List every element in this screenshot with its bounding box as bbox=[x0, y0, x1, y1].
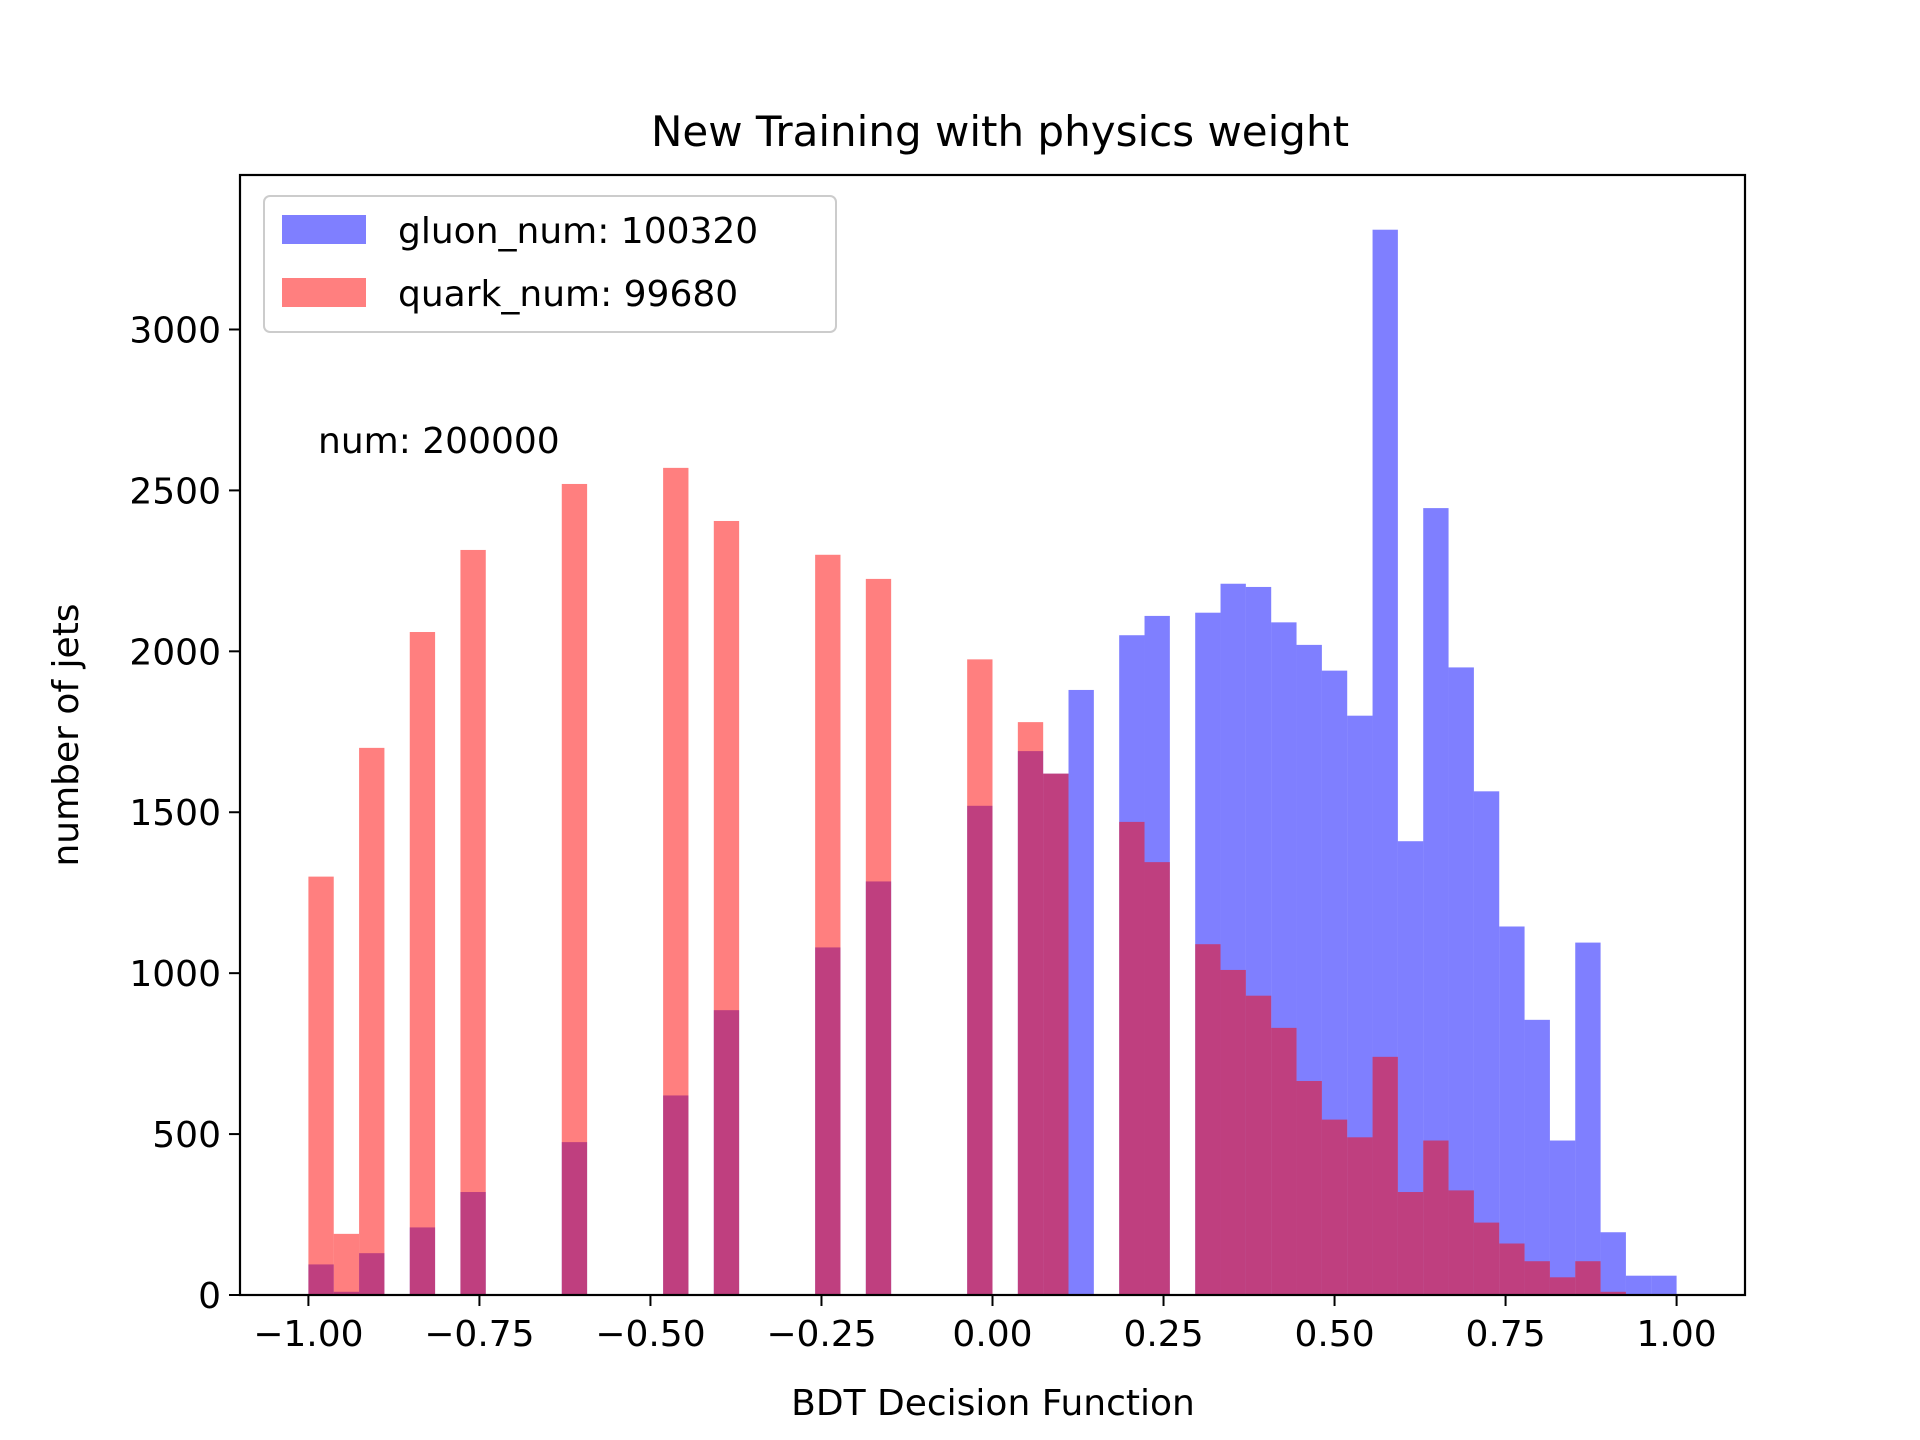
bar-quark-29 bbox=[1043, 773, 1069, 1295]
bar-quark-40 bbox=[1321, 1119, 1348, 1295]
y-tick-label: 500 bbox=[152, 1115, 221, 1156]
bar-quark-22 bbox=[865, 578, 892, 1295]
x-tick-label: 0.50 bbox=[1294, 1314, 1374, 1355]
x-tick-label: 1.00 bbox=[1637, 1314, 1717, 1355]
bar-quark-46 bbox=[1473, 1222, 1500, 1295]
x-tick-label: 0.25 bbox=[1123, 1314, 1203, 1355]
y-tick-label: 2000 bbox=[129, 632, 221, 673]
bar-quark-35 bbox=[1195, 944, 1221, 1295]
bar-quark-0 bbox=[308, 876, 334, 1295]
y-tick-label: 3000 bbox=[129, 310, 221, 351]
y-tick-label: 0 bbox=[198, 1276, 221, 1317]
x-tick-label: 0.00 bbox=[952, 1314, 1032, 1355]
legend-label-gluon: gluon_num: 100320 bbox=[398, 211, 758, 252]
bar-quark-36 bbox=[1220, 969, 1246, 1295]
bar-quark-16 bbox=[713, 520, 740, 1295]
bar-quark-33 bbox=[1144, 862, 1170, 1295]
bar-quark-50 bbox=[1575, 1261, 1601, 1295]
x-tick-label: −0.25 bbox=[766, 1314, 876, 1355]
bar-quark-47 bbox=[1499, 1243, 1525, 1295]
bar-quark-20 bbox=[815, 554, 841, 1295]
bar-gluon-30 bbox=[1068, 689, 1094, 1295]
bar-quark-1 bbox=[333, 1233, 360, 1295]
bar-gluon-49 bbox=[1549, 1140, 1576, 1295]
bar-gluon-51 bbox=[1600, 1232, 1626, 1295]
x-tick-label: −0.75 bbox=[424, 1314, 534, 1355]
bar-quark-28 bbox=[1017, 722, 1044, 1295]
x-tick-label: 0.75 bbox=[1465, 1314, 1545, 1355]
y-axis-label: number of jets bbox=[46, 603, 87, 866]
bars-layer bbox=[308, 229, 1677, 1296]
bar-quark-48 bbox=[1524, 1261, 1550, 1295]
bar-gluon-46 bbox=[1473, 791, 1500, 1295]
legend: gluon_num: 100320 quark_num: 99680 bbox=[263, 195, 837, 333]
bar-quark-49 bbox=[1549, 1277, 1576, 1295]
x-tick-label: −0.50 bbox=[595, 1314, 705, 1355]
legend-label-quark: quark_num: 99680 bbox=[398, 274, 738, 315]
x-tick-label: −1.00 bbox=[253, 1314, 363, 1355]
x-axis-label: BDT Decision Function bbox=[791, 1383, 1195, 1424]
bar-quark-42 bbox=[1372, 1056, 1398, 1295]
y-axis: 0 500 1000 1500 2000 2500 3000 bbox=[129, 310, 240, 1317]
bar-quark-2 bbox=[359, 747, 385, 1295]
bar-quark-51 bbox=[1600, 1291, 1626, 1295]
x-axis: −1.00 −0.75 −0.50 −0.25 0.00 0.25 0.50 0.75 1.00 bbox=[253, 1295, 1717, 1355]
bar-quark-10 bbox=[561, 483, 588, 1295]
bar-quark-37 bbox=[1245, 995, 1272, 1295]
bar-quark-38 bbox=[1271, 1027, 1297, 1295]
y-tick-label: 1500 bbox=[129, 793, 221, 834]
bar-quark-4 bbox=[409, 632, 436, 1295]
bar-quark-43 bbox=[1397, 1192, 1424, 1295]
bar-quark-14 bbox=[663, 467, 689, 1296]
bar-quark-44 bbox=[1423, 1140, 1449, 1295]
bar-quark-6 bbox=[460, 549, 486, 1295]
bar-quark-45 bbox=[1448, 1190, 1474, 1295]
legend-swatch-quark bbox=[282, 278, 366, 307]
bar-gluon-53 bbox=[1651, 1275, 1677, 1295]
bar-gluon-48 bbox=[1524, 1019, 1550, 1295]
y-tick-label: 2500 bbox=[129, 471, 221, 512]
bar-gluon-50 bbox=[1575, 942, 1601, 1295]
y-tick-label: 1000 bbox=[129, 954, 221, 995]
bar-quark-26 bbox=[967, 659, 993, 1295]
bar-quark-32 bbox=[1119, 821, 1145, 1295]
total-count-annotation: num: 200000 bbox=[318, 421, 560, 462]
bar-quark-41 bbox=[1347, 1137, 1373, 1295]
bar-gluon-47 bbox=[1499, 926, 1525, 1295]
bar-quark-39 bbox=[1296, 1080, 1322, 1295]
chart-title: New Training with physics weight bbox=[651, 107, 1349, 156]
bar-gluon-52 bbox=[1625, 1275, 1652, 1295]
legend-frame bbox=[263, 195, 837, 333]
legend-swatch-gluon bbox=[282, 215, 366, 244]
